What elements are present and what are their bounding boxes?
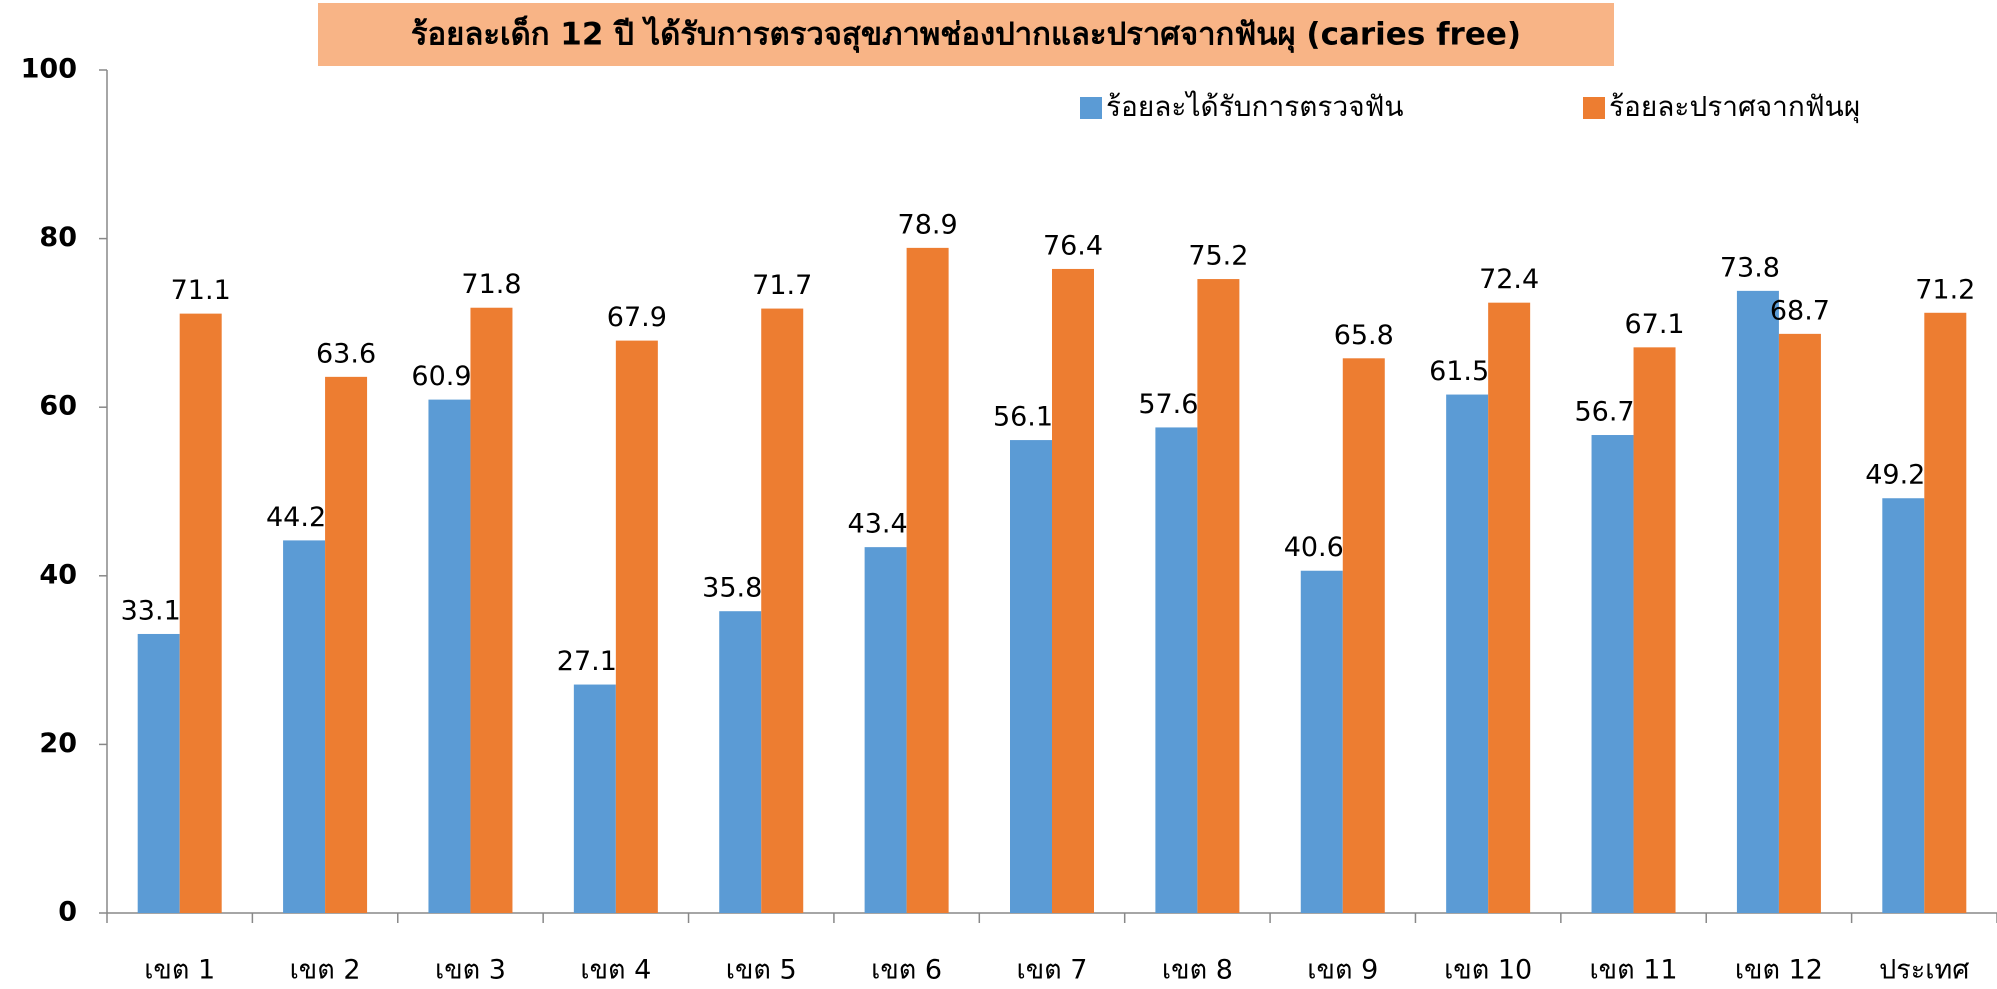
value-label: 65.8	[1334, 320, 1394, 351]
legend-swatch	[1583, 97, 1605, 119]
bar	[179, 313, 222, 913]
value-label: 68.7	[1770, 295, 1830, 326]
bar	[428, 399, 471, 913]
legend-swatch	[1080, 97, 1102, 119]
bar	[1736, 290, 1779, 914]
value-label: 63.6	[316, 338, 376, 369]
value-label: 43.4	[848, 509, 908, 540]
x-tick-label: เขต 4	[580, 955, 651, 986]
bar	[1052, 268, 1094, 913]
value-label: 49.2	[1865, 460, 1925, 491]
title-box	[318, 3, 1614, 66]
value-label: 78.9	[898, 209, 958, 240]
value-label: 67.1	[1624, 309, 1684, 340]
bar	[137, 633, 180, 913]
bar	[573, 684, 616, 913]
bar	[1300, 570, 1343, 913]
value-label: 60.9	[411, 361, 471, 392]
value-label: 57.6	[1138, 389, 1198, 420]
bar	[325, 376, 368, 913]
bar	[1488, 302, 1531, 914]
value-label: 73.8	[1720, 252, 1780, 283]
value-label: 76.4	[1043, 230, 1103, 261]
bar	[761, 308, 804, 914]
x-tick-label: เขต 10	[1444, 955, 1532, 986]
value-label: 35.8	[702, 573, 762, 604]
x-tick-label: เขต 8	[1162, 955, 1233, 986]
bar	[906, 247, 949, 914]
y-tick-label: 60	[39, 391, 77, 422]
bar	[470, 307, 513, 913]
x-tick-label: เขต 11	[1589, 955, 1677, 986]
x-tick-label: เขต 2	[290, 955, 361, 986]
value-label: 61.5	[1429, 356, 1489, 387]
value-label: 75.2	[1188, 241, 1248, 272]
bar	[1633, 347, 1676, 913]
bar	[1155, 427, 1198, 913]
value-label: 44.2	[266, 502, 326, 533]
value-label: 33.1	[121, 595, 181, 626]
bar	[1924, 312, 1967, 913]
bar	[1591, 435, 1634, 913]
x-tick-label: เขต 12	[1735, 955, 1823, 986]
x-tick-label: เขต 5	[726, 955, 797, 986]
value-label: 71.2	[1915, 274, 1975, 305]
bar	[719, 611, 762, 913]
x-tick-label: เขต 3	[435, 955, 506, 986]
value-label: 56.1	[993, 402, 1053, 433]
x-tick-label: ประเทศ	[1879, 955, 1969, 986]
bar	[864, 547, 907, 913]
bar	[1778, 333, 1821, 913]
bar	[1882, 498, 1925, 913]
x-tick-label: เขต 6	[871, 955, 942, 986]
x-tick-label: เขต 1	[144, 955, 215, 986]
y-tick-label: 40	[39, 559, 77, 590]
bar	[615, 340, 658, 913]
y-tick-label: 100	[21, 54, 77, 85]
chart-title: ร้อยละเด็ก 12 ปี ได้รับการตรวจสุขภาพช่อง…	[411, 15, 1521, 54]
value-label: 71.8	[461, 269, 521, 300]
value-label: 40.6	[1284, 532, 1344, 563]
bar	[1446, 394, 1489, 913]
x-tick-label: เขต 9	[1307, 955, 1378, 986]
value-label: 56.7	[1574, 397, 1634, 428]
y-tick-label: 20	[39, 728, 77, 759]
bar	[1010, 440, 1052, 913]
value-label: 67.9	[607, 302, 667, 333]
value-label: 71.1	[171, 275, 231, 306]
y-tick-label: 80	[39, 222, 77, 253]
bar	[283, 540, 326, 913]
y-tick-label: 0	[58, 897, 77, 928]
bar	[1342, 358, 1385, 913]
bar	[1197, 279, 1240, 914]
x-tick-label: เขต 7	[1017, 955, 1088, 986]
value-label: 71.7	[752, 270, 812, 301]
value-label: 72.4	[1479, 264, 1539, 295]
legend-label: ร้อยละได้รับการตรวจฟัน	[1106, 90, 1404, 123]
value-label: 27.1	[557, 646, 617, 677]
legend-label: ร้อยละปราศจากฟันผุ	[1609, 90, 1860, 124]
